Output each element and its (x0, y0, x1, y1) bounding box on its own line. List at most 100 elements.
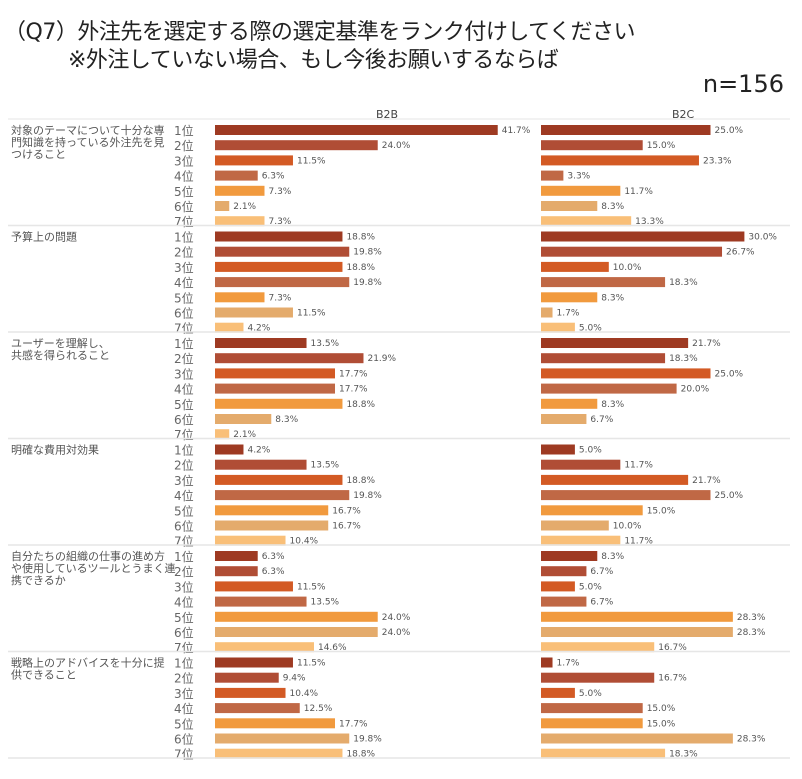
value-label: 28.3% (737, 735, 766, 745)
value-label: 21.7% (692, 476, 721, 486)
group-label: 自分たちの組織の仕事の進め方 (11, 549, 165, 563)
rank-label: 1位 (174, 443, 194, 458)
value-label: 25.0% (715, 491, 744, 501)
rank-label: 6位 (174, 732, 194, 747)
bar-b2b (215, 125, 498, 135)
value-label: 13.5% (311, 598, 340, 608)
value-label: 11.5% (297, 582, 326, 592)
value-label: 19.8% (353, 735, 382, 745)
bar-b2b (215, 459, 307, 470)
bar-b2c (541, 551, 598, 561)
bar-b2b (215, 155, 293, 166)
bar-b2b (215, 185, 265, 196)
value-label: 5.0% (579, 582, 602, 592)
rank-label: 1位 (174, 549, 194, 564)
bar-b2c (541, 611, 733, 622)
rank-label: 4位 (174, 595, 194, 610)
value-label: 18.8% (346, 476, 375, 486)
value-label: 24.0% (382, 141, 411, 151)
bar-b2c (541, 216, 632, 227)
bar-b2b (215, 261, 343, 272)
bar-b2c (541, 338, 689, 348)
value-label: 13.5% (311, 339, 340, 349)
value-label: 8.3% (601, 552, 624, 562)
rank-label: 4位 (174, 488, 194, 503)
panel-header-b2b: B2B (376, 108, 399, 121)
rank-label: 6位 (174, 412, 194, 427)
bar-b2b (215, 657, 293, 668)
value-label: 28.3% (737, 613, 766, 623)
rank-label: 2位 (174, 458, 194, 473)
rank-label: 7位 (174, 321, 194, 336)
bar-b2b (215, 398, 343, 409)
bar-b2b (215, 551, 258, 561)
bar-b2c (541, 490, 711, 501)
bar-b2c (541, 657, 553, 668)
value-label: 9.4% (283, 674, 306, 684)
group-label: 供できること (11, 668, 77, 682)
bar-b2b (215, 231, 343, 242)
value-label: 25.0% (715, 126, 744, 136)
value-label: 10.4% (290, 689, 319, 699)
value-label: 20.0% (681, 385, 710, 395)
group-label: 対象のテーマについて十分な専 (11, 123, 165, 137)
rank-label: 7位 (174, 640, 194, 655)
value-label: 10.0% (613, 263, 642, 273)
value-label: 7.3% (268, 293, 291, 303)
bar-b2c (541, 140, 643, 151)
rank-label: 3位 (174, 366, 194, 381)
value-label: 16.7% (332, 522, 361, 532)
bar-b2c (541, 687, 575, 698)
value-label: 28.3% (737, 628, 766, 638)
bar-b2b (215, 368, 336, 379)
value-label: 26.7% (726, 248, 755, 258)
bar-b2c (541, 672, 655, 683)
value-label: 16.7% (658, 674, 687, 684)
bar-b2b (215, 474, 343, 485)
bar-b2b (215, 490, 350, 501)
bar-b2c (541, 246, 723, 257)
group-label: 予算上の問題 (11, 230, 77, 244)
bar-b2c (541, 125, 711, 135)
bar-b2c (541, 474, 689, 485)
rank-label: 4位 (174, 169, 194, 184)
rank-label: 4位 (174, 275, 194, 290)
bar-b2b (215, 505, 329, 516)
rank-label: 2位 (174, 351, 194, 366)
rank-label: 2位 (174, 564, 194, 579)
bar-b2b (215, 672, 279, 683)
rank-label: 6位 (174, 519, 194, 534)
bar-b2c (541, 307, 553, 318)
chart-subtitle: ※外注していない場合、もし今後お願いするならば (68, 48, 559, 73)
value-label: 13.5% (311, 461, 340, 471)
value-label: 3.3% (567, 172, 590, 182)
bar-b2b (215, 353, 364, 364)
bar-b2b (215, 170, 258, 181)
group-label: 携できるか (11, 573, 66, 587)
value-label: 8.3% (601, 202, 624, 212)
rank-label: 7位 (174, 534, 194, 549)
rank-label: 4位 (174, 382, 194, 397)
bar-b2c (541, 185, 621, 196)
value-label: 24.0% (382, 613, 411, 623)
rank-label: 5位 (174, 184, 194, 199)
bar-b2c (541, 627, 733, 637)
bar-b2c (541, 642, 655, 653)
value-label: 15.0% (647, 704, 676, 714)
value-label: 6.7% (590, 598, 613, 608)
value-label: 5.0% (579, 324, 602, 334)
value-label: 17.7% (339, 385, 368, 395)
bar-b2c (541, 459, 621, 470)
value-label: 5.0% (579, 689, 602, 699)
value-label: 11.5% (297, 309, 326, 319)
value-label: 19.8% (353, 491, 382, 501)
bar-b2c (541, 596, 587, 607)
bar-b2b (215, 733, 350, 744)
bar-b2b (215, 292, 265, 303)
bar-b2b (215, 277, 350, 288)
value-label: 15.0% (647, 506, 676, 516)
value-label: 8.3% (601, 293, 624, 303)
value-label: 25.0% (715, 369, 744, 379)
rank-label: 5位 (174, 397, 194, 412)
bar-b2c (541, 520, 609, 531)
